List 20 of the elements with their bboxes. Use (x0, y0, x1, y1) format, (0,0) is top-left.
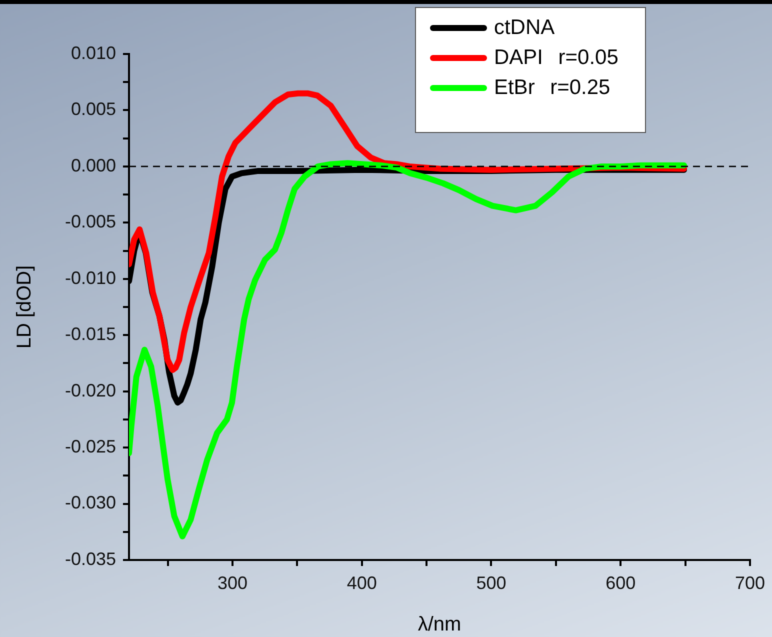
y-tick-label: -0.010 (64, 268, 116, 288)
y-tick-label: 0.010 (70, 42, 116, 63)
y-tick-label: -0.005 (64, 212, 116, 232)
x-tick-label: 400 (346, 572, 377, 593)
x-tick-label: 500 (476, 572, 506, 593)
x-tick-label: 300 (217, 572, 248, 593)
x-tick-label: 600 (606, 572, 636, 593)
y-tick-label: 0.005 (70, 99, 116, 120)
x-tick-label: 700 (734, 572, 766, 593)
x-axis-title: λ/nm (418, 614, 462, 636)
legend-label: DAPI r=0.05 (494, 46, 618, 70)
y-tick-label: -0.030 (64, 492, 116, 513)
legend-label: ctDNA (494, 16, 555, 40)
y-tick-label: 0.000 (70, 155, 116, 176)
y-tick-label: -0.025 (64, 436, 116, 457)
y-axis-title: LD [dOD] (14, 265, 36, 349)
y-tick-label: -0.020 (64, 380, 116, 400)
legend-label: EtBr r=0.25 (494, 76, 610, 100)
y-tick-label: -0.015 (64, 324, 116, 344)
y-tick-label: -0.035 (64, 548, 116, 569)
